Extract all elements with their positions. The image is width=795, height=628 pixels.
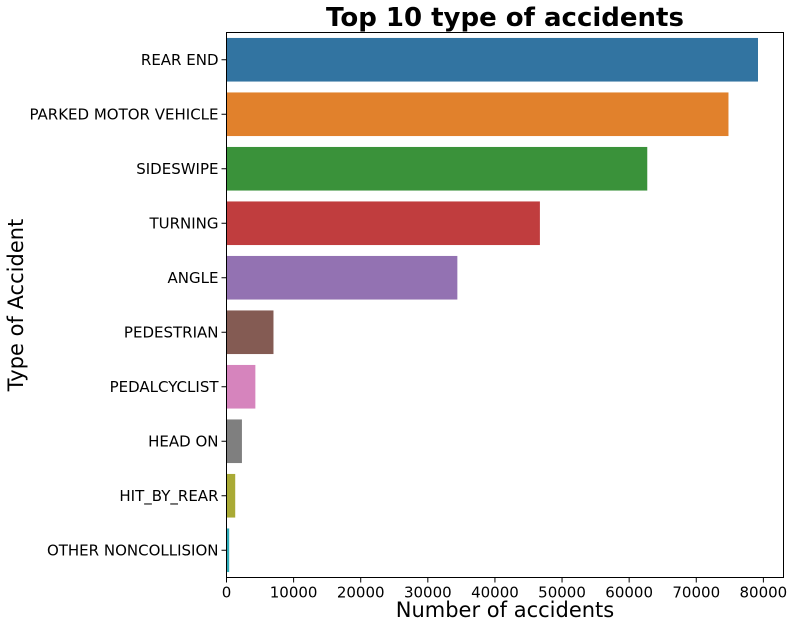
x-tick-label: 70000	[672, 584, 720, 602]
x-tick-label: 50000	[538, 584, 586, 602]
y-axis-label: Type of Accident	[4, 219, 28, 393]
x-tick-label: 10000	[270, 584, 318, 602]
y-tick-label: PARKED MOTOR VEHICLE	[29, 105, 218, 123]
bar-pedalcyclist	[226, 364, 256, 409]
bar-parked-motor-vehicle	[226, 92, 729, 137]
x-tick-label: 80000	[740, 584, 788, 602]
bar-hit-by-rear	[226, 473, 236, 518]
x-tick-label: 60000	[605, 584, 653, 602]
y-tick-label: HEAD ON	[148, 432, 218, 450]
bar-angle	[226, 255, 458, 300]
y-tick-label: PEDALCYCLIST	[110, 378, 220, 396]
bar-sideswipe	[226, 146, 648, 191]
bars-group	[226, 37, 758, 573]
y-tick-label: OTHER NONCOLLISION	[47, 541, 219, 559]
x-tick-label: 30000	[404, 584, 452, 602]
y-tick-label: REAR END	[141, 51, 219, 69]
x-tick-label: 20000	[337, 584, 385, 602]
x-axis-label: Number of accidents	[396, 598, 614, 622]
y-tick-labels: REAR END PARKED MOTOR VEHICLE SIDESWIPE TUR…	[29, 51, 227, 559]
bar-turning	[226, 201, 540, 246]
x-ticks: 0 10000 20000 30000 40000 50000 60000 70000 8000…	[222, 577, 788, 602]
x-tick-label: 0	[222, 584, 232, 602]
y-tick-label: TURNING	[148, 214, 218, 232]
x-tick-label: 40000	[471, 584, 519, 602]
bar-rear-end	[226, 37, 758, 82]
bar-pedestrian	[226, 310, 274, 355]
y-tick-label: ANGLE	[168, 269, 219, 287]
chart-title: Top 10 type of accidents	[326, 3, 684, 33]
y-tick-label: SIDESWIPE	[136, 160, 218, 178]
y-tick-label: PEDESTRIAN	[124, 323, 219, 341]
bar-other-noncollision	[226, 528, 230, 573]
y-tick-label: HIT_BY_REAR	[119, 487, 218, 506]
bar-head-on	[226, 419, 242, 464]
plot-frame	[226, 32, 784, 578]
